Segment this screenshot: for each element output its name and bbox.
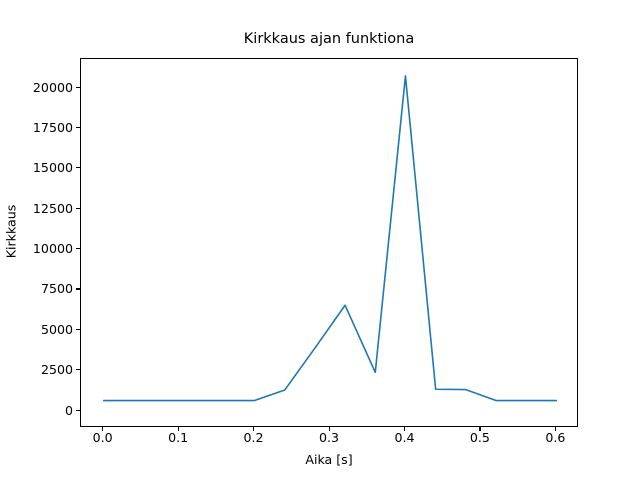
y-tick-mark	[76, 409, 80, 411]
x-tick-mark	[554, 427, 556, 431]
x-axis-tick-marks	[80, 427, 578, 433]
x-axis-label: Aika [s]	[305, 452, 353, 467]
series-line-kirkkaus	[102, 75, 558, 402]
y-tick-mark	[76, 167, 80, 169]
y-tick-label: 12500	[32, 200, 73, 216]
chart-title: Kirkkaus ajan funktiona	[243, 31, 415, 47]
y-tick-mark	[76, 86, 80, 88]
y-tick-label: 17500	[32, 119, 73, 135]
y-tick-mark	[76, 207, 80, 209]
y-tick-label: 20000	[32, 79, 73, 95]
y-tick-mark	[76, 369, 80, 371]
y-tick-mark	[76, 288, 80, 290]
x-tick-mark	[177, 427, 179, 431]
y-tick-label: 2500	[40, 362, 73, 378]
y-axis-tick-marks	[0, 58, 80, 427]
x-tick-mark	[253, 427, 255, 431]
x-tick-label: 0.1	[168, 430, 189, 445]
y-axis-tick-labels: 0 2500 5000 7500 10000 12500 15000 17500 20000	[0, 58, 73, 427]
y-tick-label: 15000	[32, 160, 73, 176]
y-tick-label: 10000	[32, 241, 73, 257]
y-axis-label: Kirkkaus	[3, 204, 19, 259]
y-tick-label: 5000	[40, 321, 73, 337]
y-tick-mark	[76, 328, 80, 330]
x-tick-mark	[328, 427, 330, 431]
y-tick-mark	[76, 126, 80, 129]
y-tick-mark	[76, 248, 80, 250]
x-tick-label: 0.2	[243, 430, 264, 445]
plot-area	[80, 58, 578, 427]
x-tick-label: 0.3	[318, 430, 340, 445]
line-series-svg	[102, 75, 558, 402]
y-tick-label: 0	[64, 402, 73, 418]
x-tick-mark	[403, 427, 406, 431]
x-tick-label: 0.6	[545, 430, 566, 445]
x-tick-label: 0.5	[469, 430, 490, 445]
x-tick-label: 0.4	[394, 430, 415, 445]
x-tick-label: 0.0	[92, 430, 113, 445]
x-tick-mark	[479, 427, 481, 431]
x-tick-mark	[102, 427, 104, 431]
y-tick-label: 7500	[40, 281, 73, 297]
x-axis-tick-labels: 0.0 0.1 0.2 0.3 0.4 0.5 0.6	[80, 431, 578, 451]
